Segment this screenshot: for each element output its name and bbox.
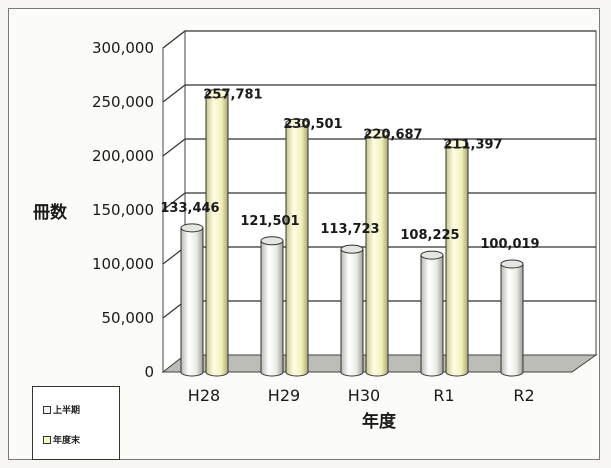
y-tick-label: 150,000 [92, 201, 154, 219]
data-label-series-2: 230,501 [283, 117, 342, 132]
x-tick-label: R2 [513, 386, 534, 405]
y-tick-label: 50,000 [102, 309, 155, 327]
x-tick-label: H30 [348, 386, 380, 405]
legend-item-series-2: 年度末 [43, 433, 80, 446]
y-tick-label: 250,000 [92, 93, 154, 111]
data-label-series-1: 121,501 [240, 214, 299, 229]
legend: 上半期 年度末 [32, 386, 120, 460]
data-label-series-2: 220,687 [363, 128, 422, 143]
bar-series-1 [340, 244, 364, 377]
bar-series-2 [445, 139, 469, 377]
legend-swatch-series-1 [43, 405, 51, 414]
x-axis-title: 年度 [362, 411, 397, 432]
data-label-series-2: 257,781 [203, 88, 262, 103]
bar-series-1 [500, 259, 524, 377]
y-axis-title: 冊数 [33, 202, 68, 223]
x-tick-label: R1 [433, 386, 454, 405]
bar-series-2 [365, 129, 389, 377]
data-label-series-1: 100,019 [480, 237, 539, 252]
gridline-side [162, 84, 186, 103]
y-tick-label: 200,000 [92, 147, 154, 165]
gridline-side [162, 30, 186, 49]
legend-item-series-1: 上半期 [43, 403, 80, 416]
x-tick-labels: H28 H29 H30 R1 R2 [188, 386, 535, 405]
legend-swatch-series-2 [43, 435, 51, 444]
bar-series-2 [285, 118, 309, 377]
gridline-side [162, 192, 186, 211]
bar-series-1 [260, 236, 284, 377]
x-tick-label: H28 [188, 386, 220, 405]
data-label-series-2: 211,397 [443, 138, 502, 153]
data-label-series-1: 108,225 [400, 228, 459, 243]
y-tick-labels: 0 50,000 100,000 150,000 200,000 250,000 300,0… [92, 39, 154, 381]
x-tick-label: H29 [268, 386, 300, 405]
data-label-series-1: 133,446 [160, 201, 219, 216]
legend-label-series-1: 上半期 [53, 406, 81, 416]
bar-series-1 [420, 250, 444, 377]
y-tick-label: 0 [144, 363, 154, 381]
y-tick-label: 100,000 [92, 255, 154, 273]
gridline-side [162, 138, 186, 157]
data-label-series-1: 113,723 [320, 222, 379, 237]
data-labels: 133,446 257,781 121,501 230,501 113,723 220,6… [160, 88, 539, 252]
y-tick-label: 300,000 [92, 39, 154, 57]
bar-series-1 [180, 223, 204, 377]
legend-label-series-2: 年度末 [53, 436, 81, 446]
bars [180, 89, 524, 377]
gridlines [162, 30, 596, 319]
bar-series-2 [205, 89, 229, 377]
